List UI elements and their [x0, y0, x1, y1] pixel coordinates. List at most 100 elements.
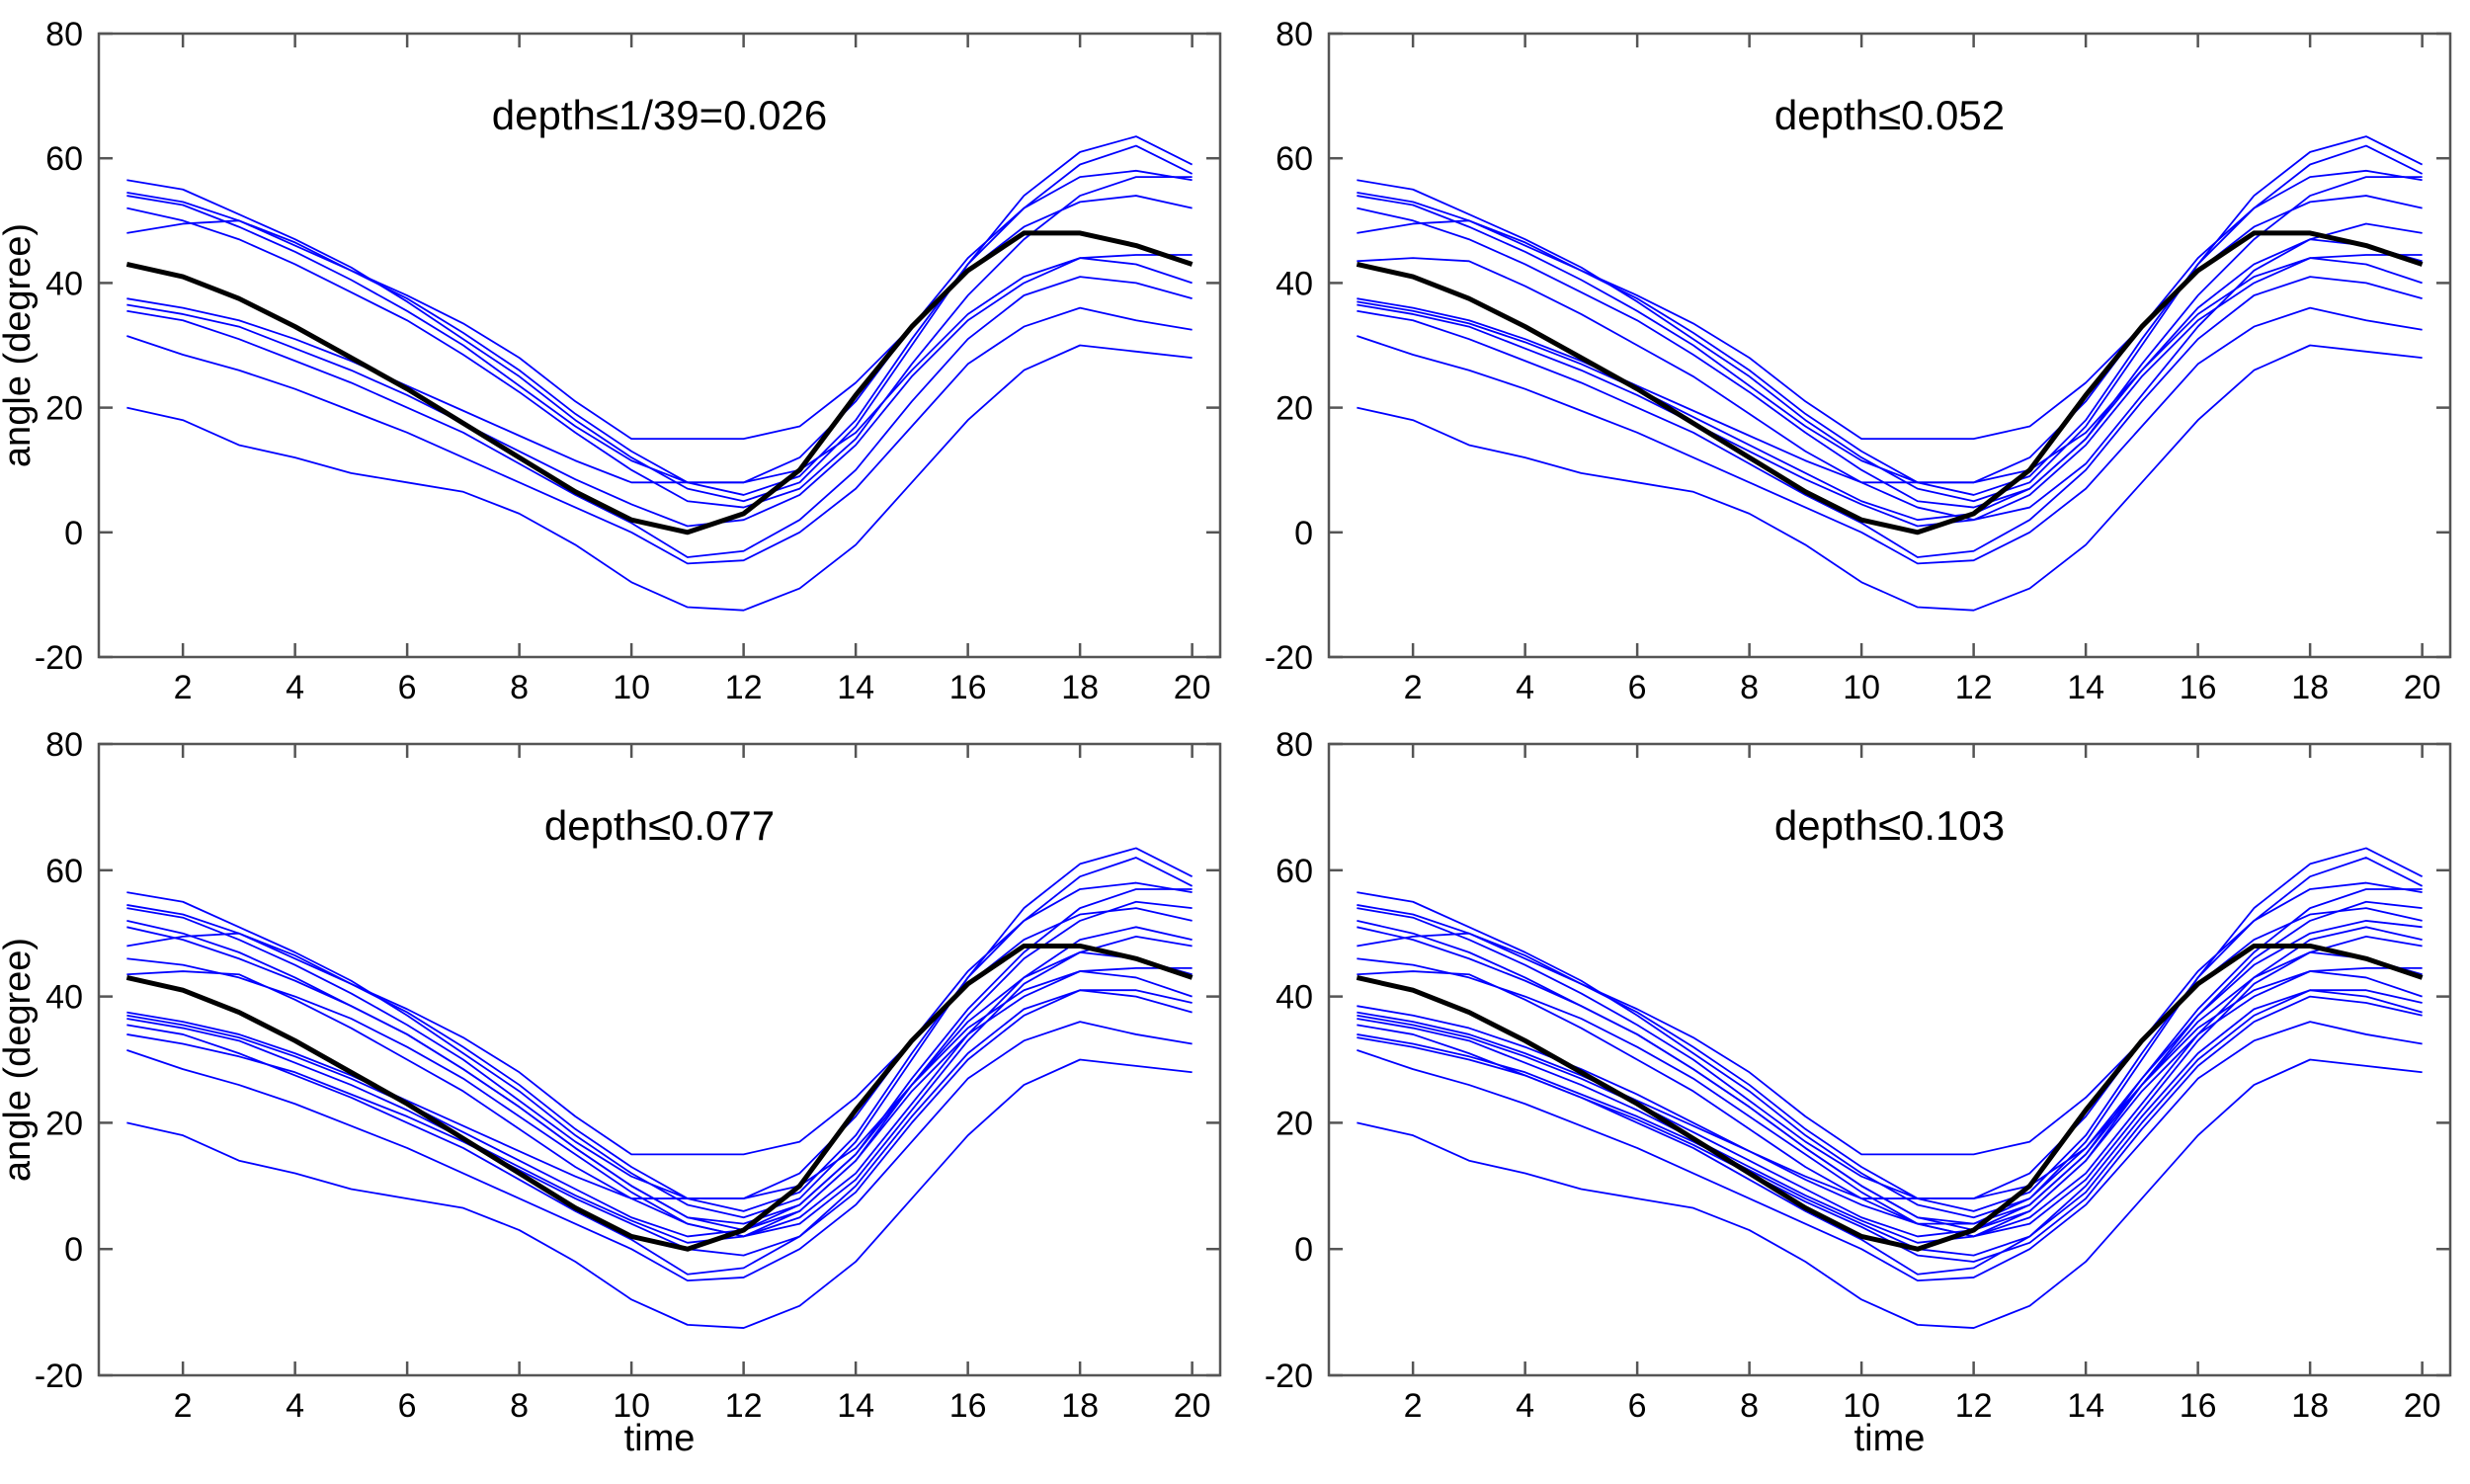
- y-axis-label: angle (degree): [0, 223, 39, 467]
- deepest-curve: [1356, 230, 2424, 536]
- axes-box: [1327, 32, 2452, 659]
- axes-box: [97, 32, 1222, 659]
- panel-top-left-chart: 2 4 6 8 10 12 14 16 18 20 80 60 40 20 0 -20 depth≤1/39=0…: [0, 16, 1222, 706]
- x-tick-label: 6: [398, 1387, 417, 1425]
- x-tick-label: 4: [1516, 1387, 1534, 1425]
- x-tick-label: 6: [1628, 1387, 1647, 1425]
- y-tick-label: 40: [1276, 979, 1313, 1017]
- axes-box: [97, 742, 1222, 1377]
- x-tick-label: 4: [286, 1387, 304, 1425]
- deepest-curve: [125, 230, 1194, 536]
- sample-curve: [126, 1021, 1193, 1282]
- sample-curve: [1357, 344, 2423, 612]
- x-tick-label: 8: [510, 1387, 529, 1425]
- x-tick-label: 14: [837, 669, 874, 706]
- x-tick-label: 16: [949, 669, 987, 706]
- x-tick-label: 6: [1628, 669, 1647, 706]
- y-tick-label: -20: [1265, 1358, 1313, 1395]
- sample-curve: [1357, 169, 2423, 484]
- sample-curve: [126, 907, 1193, 1156]
- sample-curve: [126, 254, 1193, 528]
- y-tick-label: 0: [1294, 515, 1313, 552]
- sample-curve: [126, 966, 1193, 1244]
- x-tick-label: 10: [613, 669, 650, 706]
- y-tick-label: 40: [1276, 265, 1313, 302]
- x-tick-label: 14: [837, 1387, 874, 1425]
- x-tick-label: 14: [2067, 669, 2104, 706]
- sample-curve: [126, 881, 1193, 1199]
- sample-curve: [126, 989, 1193, 1276]
- y-tick-label: 0: [1294, 1231, 1313, 1269]
- x-tick-label: 12: [1955, 669, 1993, 706]
- sample-curve: [1357, 176, 2423, 509]
- deepest-curve: [125, 943, 1194, 1252]
- sample-curve: [126, 257, 1193, 484]
- sample-curve: [126, 176, 1193, 509]
- x-tick-label: 2: [174, 1387, 193, 1425]
- x-tick-label: 16: [949, 1387, 987, 1425]
- x-tick-label: 10: [1843, 1387, 1880, 1425]
- y-tick-label: -20: [1265, 639, 1313, 677]
- x-tick-label: 18: [1061, 669, 1099, 706]
- x-tick-label: 10: [1843, 669, 1880, 706]
- y-tick-label: 60: [45, 853, 83, 890]
- y-tick-label: 40: [45, 979, 83, 1017]
- sample-curve: [1357, 195, 2423, 441]
- x-tick-label: 4: [286, 669, 304, 706]
- x-tick-label: 16: [2180, 1387, 2217, 1425]
- sample-curve: [1357, 257, 2423, 484]
- sample-curve: [1357, 888, 2423, 1225]
- sample-curve: [1357, 989, 2423, 1257]
- x-tick-label: 6: [398, 669, 417, 706]
- y-tick-label: -20: [35, 1358, 83, 1395]
- y-tick-label: 0: [64, 515, 83, 552]
- sample-curve: [1357, 238, 2423, 522]
- y-tick-label: 80: [45, 16, 83, 53]
- sample-curve: [126, 135, 1194, 503]
- y-axis-label: angle (degree): [0, 938, 39, 1182]
- panel-title: depth≤1/39=0.026: [492, 92, 828, 138]
- panel-bottom-right-chart: 2 4 6 8 10 12 14 16 18 20 80 60 40 20 0 -20 depth≤0.103 t…: [1265, 726, 2452, 1459]
- y-tick-label: 80: [1276, 726, 1313, 764]
- y-tick-label: 20: [1276, 390, 1313, 428]
- sample-curve: [1357, 900, 2423, 1231]
- sample-curve: [126, 847, 1194, 1219]
- sample-curve: [126, 276, 1193, 558]
- y-tick-label: -20: [35, 639, 83, 677]
- sample-curve: [1357, 306, 2423, 565]
- y-tick-label: 60: [45, 140, 83, 178]
- x-tick-label: 16: [2180, 669, 2217, 706]
- x-tick-label: 12: [1955, 1387, 1993, 1425]
- y-tick-label: 40: [45, 265, 83, 302]
- sample-curve: [1357, 935, 2423, 1238]
- y-tick-label: 20: [1276, 1105, 1313, 1142]
- y-tick-label: 0: [64, 1231, 83, 1269]
- x-tick-label: 20: [2404, 669, 2441, 706]
- x-tick-label: 8: [1740, 1387, 1759, 1425]
- axes-box: [1327, 742, 2452, 1377]
- sample-curve: [1357, 926, 2423, 1238]
- x-tick-label: 10: [613, 1387, 650, 1425]
- y-tick-label: 60: [1276, 853, 1313, 890]
- x-axis-label: time: [624, 1418, 696, 1459]
- y-tick-label: 20: [45, 1105, 83, 1142]
- sample-curve: [1357, 881, 2423, 1199]
- sample-curve: [126, 1058, 1193, 1329]
- sample-curve: [126, 950, 1193, 1238]
- sample-curve: [1357, 135, 2424, 503]
- x-tick-label: 18: [2291, 669, 2329, 706]
- sample-curve: [126, 344, 1193, 612]
- sample-curve: [126, 195, 1193, 441]
- y-tick-label: 80: [1276, 16, 1313, 53]
- x-tick-label: 8: [1740, 669, 1759, 706]
- x-tick-label: 12: [725, 669, 763, 706]
- x-tick-label: 18: [2291, 1387, 2329, 1425]
- panel-top-right-chart: 2 4 6 8 10 12 14 16 18 20 80 60 40 20 0 -20 depth≤0.052: [1265, 16, 2452, 706]
- sample-curve: [1357, 950, 2423, 1238]
- x-tick-label: 18: [1061, 1387, 1099, 1425]
- sample-curve: [126, 888, 1193, 1225]
- sample-curve: [126, 169, 1193, 484]
- sample-curve: [1357, 847, 2424, 1219]
- x-tick-label: 2: [1404, 669, 1423, 706]
- sample-curve: [1357, 920, 2423, 1225]
